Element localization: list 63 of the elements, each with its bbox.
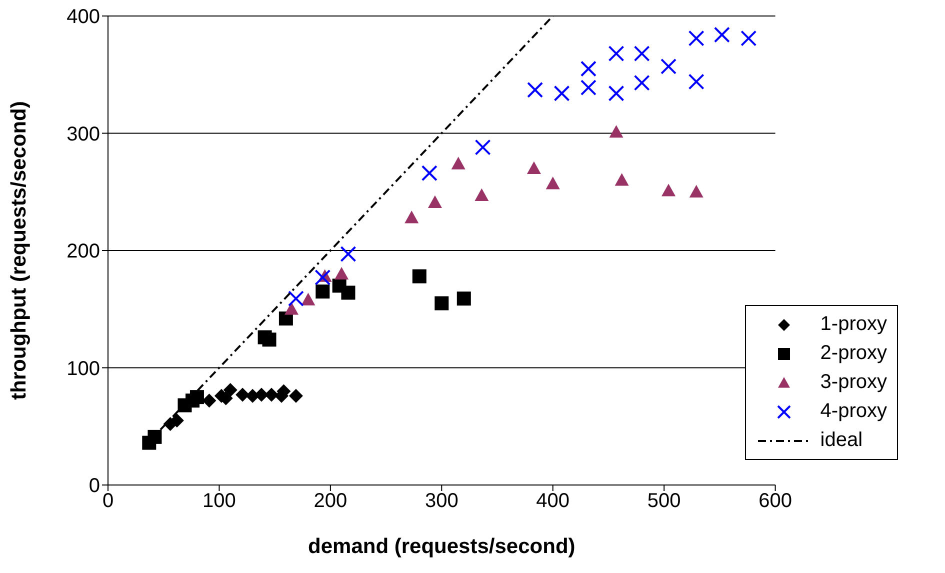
point <box>526 161 541 174</box>
x-tick-label: 300 <box>424 490 458 512</box>
point <box>609 125 624 138</box>
x-tick-label: 600 <box>758 490 792 512</box>
point <box>474 188 489 201</box>
point <box>474 139 491 156</box>
point <box>546 176 560 190</box>
point <box>236 388 250 402</box>
point <box>301 292 316 306</box>
point <box>421 165 438 182</box>
x-axis-title: demand (requests/second) <box>308 535 576 558</box>
point <box>334 266 349 280</box>
point <box>614 173 629 186</box>
x-tick-label: 200 <box>314 490 348 512</box>
point <box>688 30 704 46</box>
point <box>190 390 204 404</box>
point <box>634 46 650 62</box>
legend-label: 3-proxy <box>820 371 887 394</box>
legend-label: 2-proxy <box>820 342 887 365</box>
y-tick-label: 300 <box>66 123 100 146</box>
point <box>254 388 268 402</box>
point <box>223 383 238 398</box>
point <box>527 82 544 98</box>
point <box>688 74 704 90</box>
legend-label: 4-proxy <box>820 400 887 423</box>
x-tick-label: 100 <box>202 490 236 512</box>
y-axis-title: throughput (requests/second) <box>7 101 30 400</box>
point <box>340 246 356 262</box>
legend-label: ideal <box>820 429 863 452</box>
point <box>284 302 299 315</box>
point <box>456 292 471 306</box>
point <box>288 290 304 307</box>
point <box>202 394 216 408</box>
point <box>689 184 704 198</box>
x-tick-label: 400 <box>536 490 570 512</box>
x-tick-label: 500 <box>647 490 681 512</box>
point <box>404 210 419 224</box>
legend-label: 1-proxy <box>820 313 887 336</box>
point <box>451 156 466 170</box>
point <box>428 195 442 208</box>
point <box>662 184 676 196</box>
point <box>434 296 449 310</box>
point <box>580 60 596 77</box>
y-tick-label: 100 <box>66 358 100 380</box>
point <box>608 85 624 102</box>
point <box>262 332 276 347</box>
y-tick-label: 0 <box>88 475 100 498</box>
point <box>554 85 570 102</box>
point <box>740 30 757 46</box>
point <box>170 414 184 428</box>
point <box>580 80 596 96</box>
point <box>714 26 730 43</box>
y-tick-label: 400 <box>66 6 100 28</box>
point <box>634 74 650 91</box>
point <box>288 388 303 403</box>
point <box>316 284 330 299</box>
point <box>341 286 356 300</box>
x-tick-label: 0 <box>102 490 114 512</box>
point <box>314 269 331 286</box>
point <box>608 46 624 62</box>
point <box>660 58 677 74</box>
point <box>412 269 426 284</box>
y-tick-label: 200 <box>66 240 100 263</box>
